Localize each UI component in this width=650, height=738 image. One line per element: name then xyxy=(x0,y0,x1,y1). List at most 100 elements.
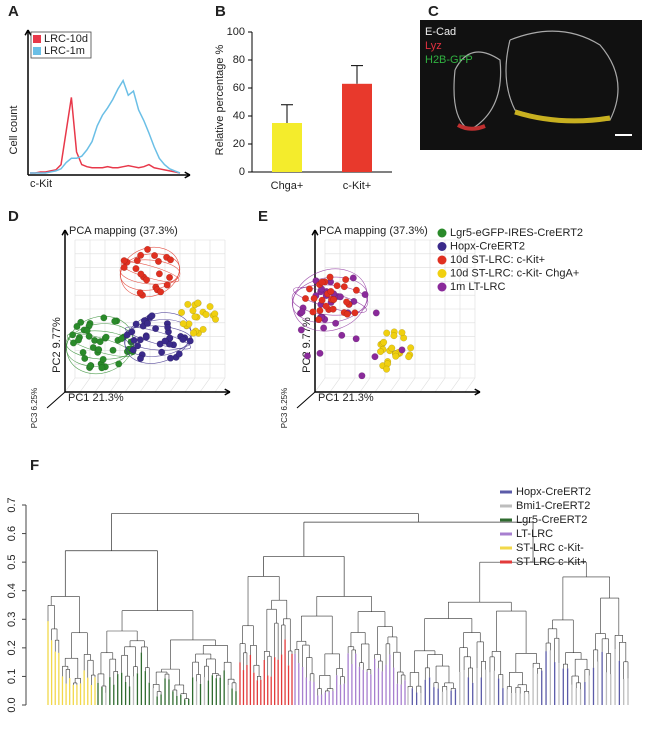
grid-line xyxy=(214,377,226,393)
panel-label: E xyxy=(258,208,268,225)
legend-label: 1m LT-LRC xyxy=(450,281,505,293)
legend-marker xyxy=(437,282,447,292)
sample-point xyxy=(398,329,406,337)
axis xyxy=(296,391,316,409)
sample-point xyxy=(211,315,220,323)
sample-point xyxy=(310,294,318,303)
sample-point xyxy=(376,348,385,356)
sample-point xyxy=(191,313,199,321)
sample-point xyxy=(132,265,140,273)
sample-point xyxy=(115,360,123,368)
sample-point xyxy=(392,352,400,360)
sample-point xyxy=(398,346,406,354)
sample-point xyxy=(130,336,138,344)
x-axis-label: PC1 21.3% xyxy=(318,392,374,404)
histogram-line xyxy=(30,97,181,174)
panel-label: F xyxy=(30,457,39,474)
sample-point xyxy=(178,308,186,317)
sample-point xyxy=(320,324,328,332)
legend-label: 10d ST-LRC: c-Kit+ xyxy=(450,254,545,266)
sample-point xyxy=(336,293,344,301)
sample-point xyxy=(342,298,351,306)
sample-point xyxy=(156,340,164,348)
sample-point xyxy=(388,344,396,352)
sample-point xyxy=(155,270,163,278)
grid-line xyxy=(109,377,121,393)
sample-point xyxy=(161,337,169,345)
sample-point xyxy=(87,362,95,370)
sample-point xyxy=(102,333,110,341)
x-axis-label: PC1 21.3% xyxy=(68,392,124,404)
histogram-line xyxy=(30,78,181,174)
sample-point xyxy=(179,320,187,328)
sample-point xyxy=(298,308,306,316)
grid-line xyxy=(329,377,341,393)
sample-point xyxy=(69,331,77,339)
sample-point xyxy=(322,302,330,310)
y-tick-label: 80 xyxy=(233,54,245,66)
sample-point xyxy=(383,365,391,373)
legend-label: LT-LRC xyxy=(516,528,553,540)
y-tick-label: 0.1 xyxy=(6,669,18,684)
grid-line xyxy=(64,377,76,393)
grid-line xyxy=(449,377,461,393)
cluster-hull xyxy=(292,268,368,332)
grid-line xyxy=(139,377,151,393)
sample-point xyxy=(405,353,413,361)
panel-label: C xyxy=(428,3,439,20)
legend-marker xyxy=(437,242,447,251)
sample-point xyxy=(340,283,348,291)
legend-swatch xyxy=(33,35,41,43)
legend-label: Bmi1-CreERT2 xyxy=(516,500,590,512)
sample-point xyxy=(166,273,174,281)
sample-point xyxy=(136,289,144,297)
grid-line xyxy=(79,377,91,393)
sample-point xyxy=(315,316,323,324)
legend-label: Lgr5-eGFP-IRES-CreERT2 xyxy=(450,227,583,239)
y-tick-label: 40 xyxy=(233,110,245,122)
cluster-hull xyxy=(120,246,180,298)
grid-line xyxy=(434,377,446,393)
sample-point xyxy=(120,263,128,271)
grid-line xyxy=(199,377,211,393)
sample-point xyxy=(154,257,162,265)
legend-label: Lgr5-CreERT2 xyxy=(516,514,587,526)
sample-point xyxy=(338,331,346,339)
sample-point xyxy=(179,335,187,344)
cluster-hull xyxy=(119,253,181,291)
legend-label: Hopx-CreERT2 xyxy=(516,486,591,498)
sample-point xyxy=(303,352,312,360)
y-axis-label: Cell count xyxy=(8,106,20,155)
arrow-head xyxy=(474,388,481,396)
sample-point xyxy=(95,346,103,354)
legend-label: ST-LRC c-Kit- xyxy=(516,542,584,554)
sample-point xyxy=(129,346,137,354)
sample-point xyxy=(128,328,136,336)
sample-point xyxy=(380,338,388,346)
sample-point xyxy=(143,276,151,284)
legend-label: ST-LRC c-Kit+ xyxy=(516,556,587,568)
z-axis-label: PC3 6.25% xyxy=(30,388,39,428)
sample-point xyxy=(333,282,341,290)
sample-point xyxy=(358,372,366,380)
sample-point xyxy=(371,353,379,361)
sample-point xyxy=(327,287,335,295)
sample-point xyxy=(133,257,141,265)
grid-line xyxy=(94,377,106,393)
legend-label: LRC-10d xyxy=(44,33,88,45)
sample-point xyxy=(137,251,145,259)
sample-point xyxy=(144,319,152,327)
sample-point xyxy=(134,342,142,350)
sample-point xyxy=(361,290,369,299)
sample-point xyxy=(184,300,192,308)
sample-point xyxy=(79,348,87,356)
sample-point xyxy=(99,355,107,363)
stain-label: H2B-GFP xyxy=(425,54,473,66)
grid-line xyxy=(374,377,386,393)
sample-point xyxy=(189,329,198,337)
grid-line xyxy=(389,377,401,393)
sample-point xyxy=(166,256,175,264)
lyz-signal xyxy=(456,123,486,131)
y-tick-label: 20 xyxy=(233,138,245,150)
